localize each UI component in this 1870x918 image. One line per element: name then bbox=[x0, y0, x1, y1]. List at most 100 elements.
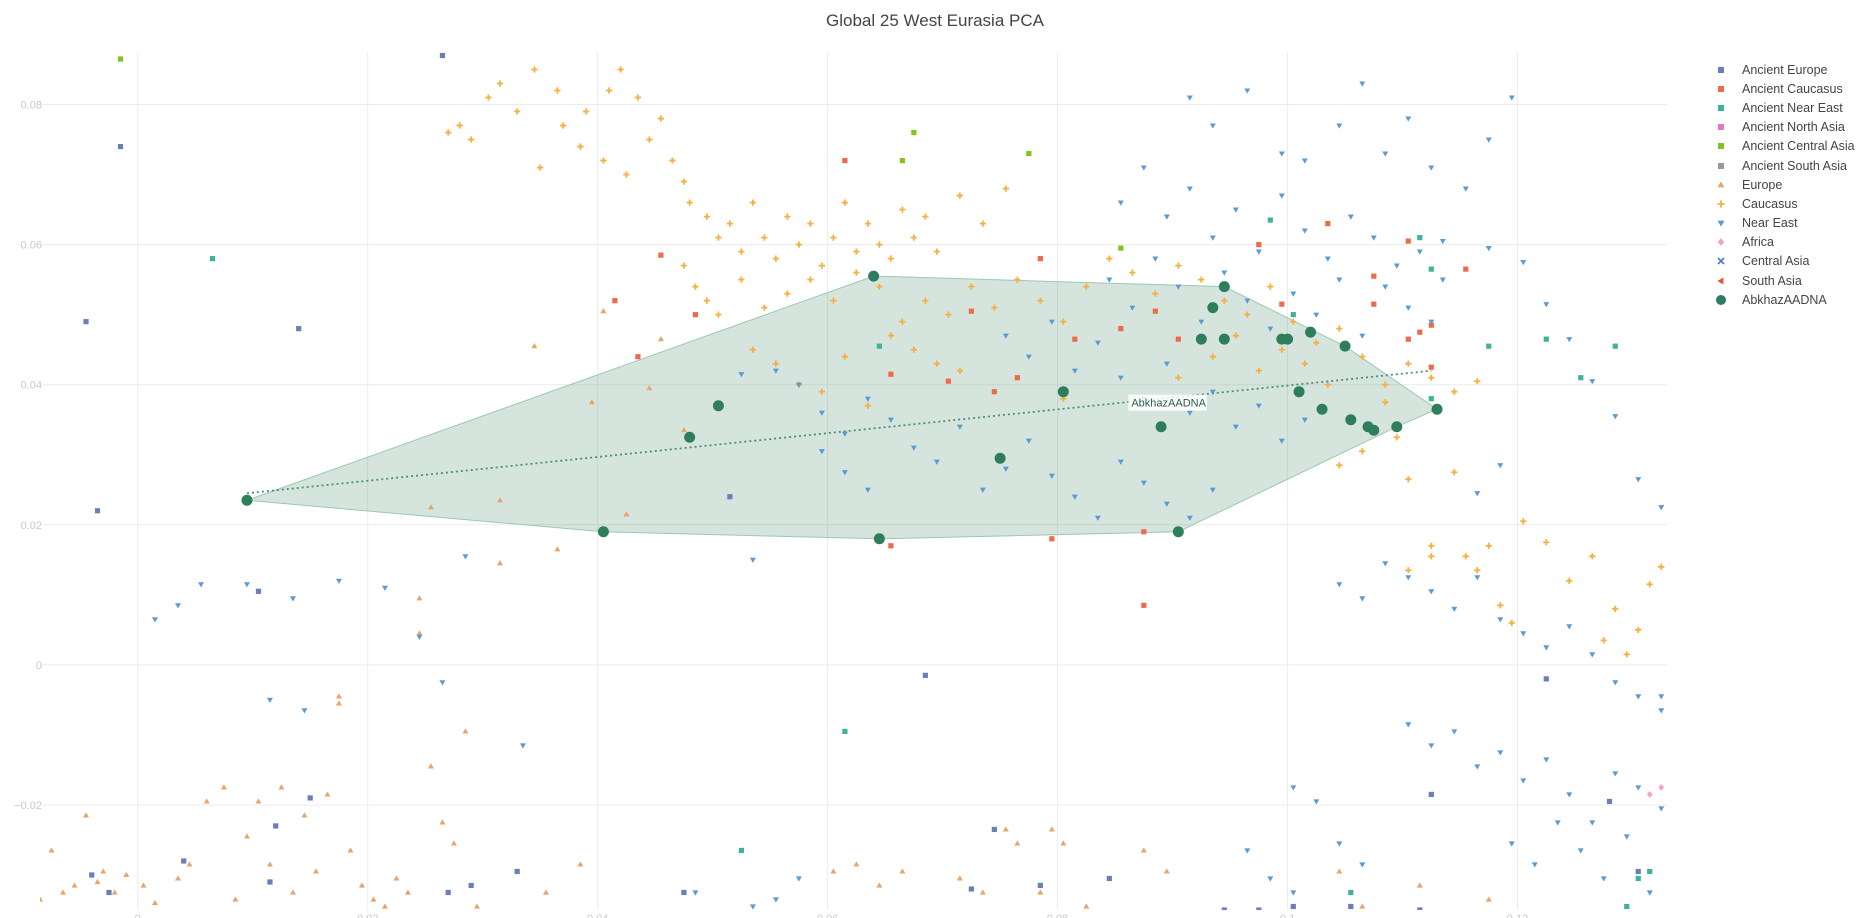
legend-item[interactable]: Ancient North Asia bbox=[1712, 118, 1855, 137]
legend-item[interactable]: Near East bbox=[1712, 214, 1855, 233]
data-point bbox=[537, 164, 544, 171]
data-point bbox=[1163, 501, 1170, 507]
data-point bbox=[612, 298, 618, 304]
legend-label: Ancient Central Asia bbox=[1742, 139, 1855, 154]
data-point bbox=[1393, 434, 1400, 441]
series-europe bbox=[40, 308, 1492, 909]
data-point bbox=[241, 494, 253, 506]
data-point bbox=[1232, 424, 1239, 430]
data-point bbox=[1646, 791, 1653, 798]
data-point bbox=[1195, 333, 1207, 345]
y-tick-label: 0 bbox=[36, 660, 42, 672]
x-tick-label: 0.08 bbox=[1047, 913, 1068, 918]
data-point bbox=[1393, 263, 1400, 269]
legend-marker bbox=[1717, 257, 1725, 266]
legend-marker-icon bbox=[1712, 274, 1730, 288]
data-point bbox=[772, 368, 779, 374]
data-point bbox=[1290, 291, 1297, 297]
legend-item[interactable]: Ancient Caucasus bbox=[1712, 79, 1855, 98]
data-point bbox=[646, 385, 653, 391]
data-point bbox=[335, 700, 342, 706]
legend-item[interactable]: Ancient South Asia bbox=[1712, 156, 1855, 175]
legend-item[interactable]: Europe bbox=[1712, 175, 1855, 194]
legend-item[interactable]: Ancient Central Asia bbox=[1712, 137, 1855, 156]
data-point bbox=[267, 879, 273, 885]
data-point bbox=[1370, 235, 1377, 241]
data-point bbox=[1083, 903, 1090, 909]
legend-marker-icon bbox=[1712, 178, 1730, 192]
data-point bbox=[1635, 868, 1641, 875]
data-point bbox=[818, 262, 825, 269]
data-point bbox=[1635, 875, 1641, 882]
data-point bbox=[1002, 826, 1009, 832]
data-point bbox=[94, 508, 101, 514]
data-point bbox=[83, 812, 89, 818]
data-point bbox=[1359, 81, 1366, 87]
data-point bbox=[1117, 375, 1124, 381]
data-point bbox=[680, 262, 688, 269]
data-point bbox=[703, 297, 711, 304]
data-point bbox=[197, 582, 204, 588]
data-point bbox=[278, 784, 285, 790]
data-point bbox=[994, 452, 1006, 464]
data-point bbox=[266, 861, 273, 867]
data-point bbox=[841, 431, 848, 437]
legend-item[interactable]: AbkhazAADNA bbox=[1712, 290, 1855, 309]
data-point bbox=[1163, 868, 1170, 874]
data-point bbox=[1290, 785, 1297, 791]
data-point bbox=[1566, 624, 1573, 630]
data-point bbox=[289, 889, 296, 895]
legend-marker bbox=[1717, 220, 1725, 227]
data-point bbox=[818, 410, 825, 416]
data-point bbox=[1037, 256, 1043, 262]
data-point bbox=[841, 353, 848, 360]
data-point bbox=[554, 87, 561, 94]
data-point bbox=[1207, 302, 1219, 314]
data-point bbox=[1094, 340, 1101, 346]
data-point bbox=[60, 889, 66, 895]
legend-label: Caucasus bbox=[1742, 196, 1798, 211]
data-point bbox=[726, 220, 734, 227]
data-point bbox=[888, 371, 894, 377]
legend-item[interactable]: South Asia bbox=[1712, 271, 1855, 290]
data-point bbox=[1658, 806, 1665, 812]
data-point bbox=[1218, 281, 1230, 293]
data-point bbox=[1218, 333, 1230, 345]
data-point bbox=[1186, 410, 1193, 416]
data-point bbox=[979, 220, 986, 227]
data-point bbox=[1405, 336, 1411, 342]
data-point bbox=[1428, 364, 1434, 370]
data-point bbox=[1048, 473, 1055, 479]
data-point bbox=[795, 382, 802, 388]
data-point bbox=[1129, 305, 1136, 311]
legend-item[interactable]: Ancient Near East bbox=[1712, 98, 1855, 117]
data-point bbox=[933, 459, 940, 465]
data-point bbox=[623, 171, 630, 178]
data-point bbox=[1359, 448, 1366, 455]
data-point bbox=[910, 445, 917, 451]
legend-label: South Asia bbox=[1742, 273, 1802, 288]
data-point bbox=[1451, 606, 1458, 612]
data-point bbox=[1531, 862, 1538, 868]
x-tick-label: 0.04 bbox=[587, 913, 608, 918]
data-point bbox=[795, 241, 803, 248]
data-point bbox=[1198, 319, 1205, 325]
data-point bbox=[1647, 868, 1653, 875]
legend-item[interactable]: Caucasus bbox=[1712, 194, 1855, 213]
series-caucasus bbox=[445, 66, 1665, 658]
data-point bbox=[1336, 868, 1343, 874]
legend-item[interactable]: Africa bbox=[1712, 233, 1855, 252]
data-point bbox=[1244, 88, 1251, 94]
data-point bbox=[1083, 283, 1090, 290]
data-point bbox=[370, 896, 377, 902]
data-point bbox=[887, 417, 894, 423]
legend-item[interactable]: Central Asia bbox=[1712, 252, 1855, 271]
data-point bbox=[1014, 276, 1021, 283]
legend-item[interactable]: Ancient Europe bbox=[1712, 60, 1855, 79]
data-point bbox=[1578, 375, 1584, 381]
data-point bbox=[416, 634, 423, 640]
data-point bbox=[1463, 266, 1469, 272]
data-point bbox=[439, 52, 446, 59]
data-point bbox=[1405, 360, 1412, 367]
